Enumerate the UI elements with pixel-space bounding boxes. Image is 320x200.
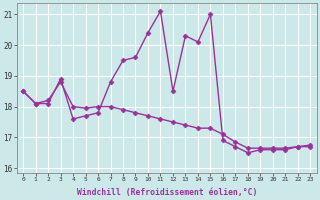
X-axis label: Windchill (Refroidissement éolien,°C): Windchill (Refroidissement éolien,°C): [76, 188, 257, 197]
